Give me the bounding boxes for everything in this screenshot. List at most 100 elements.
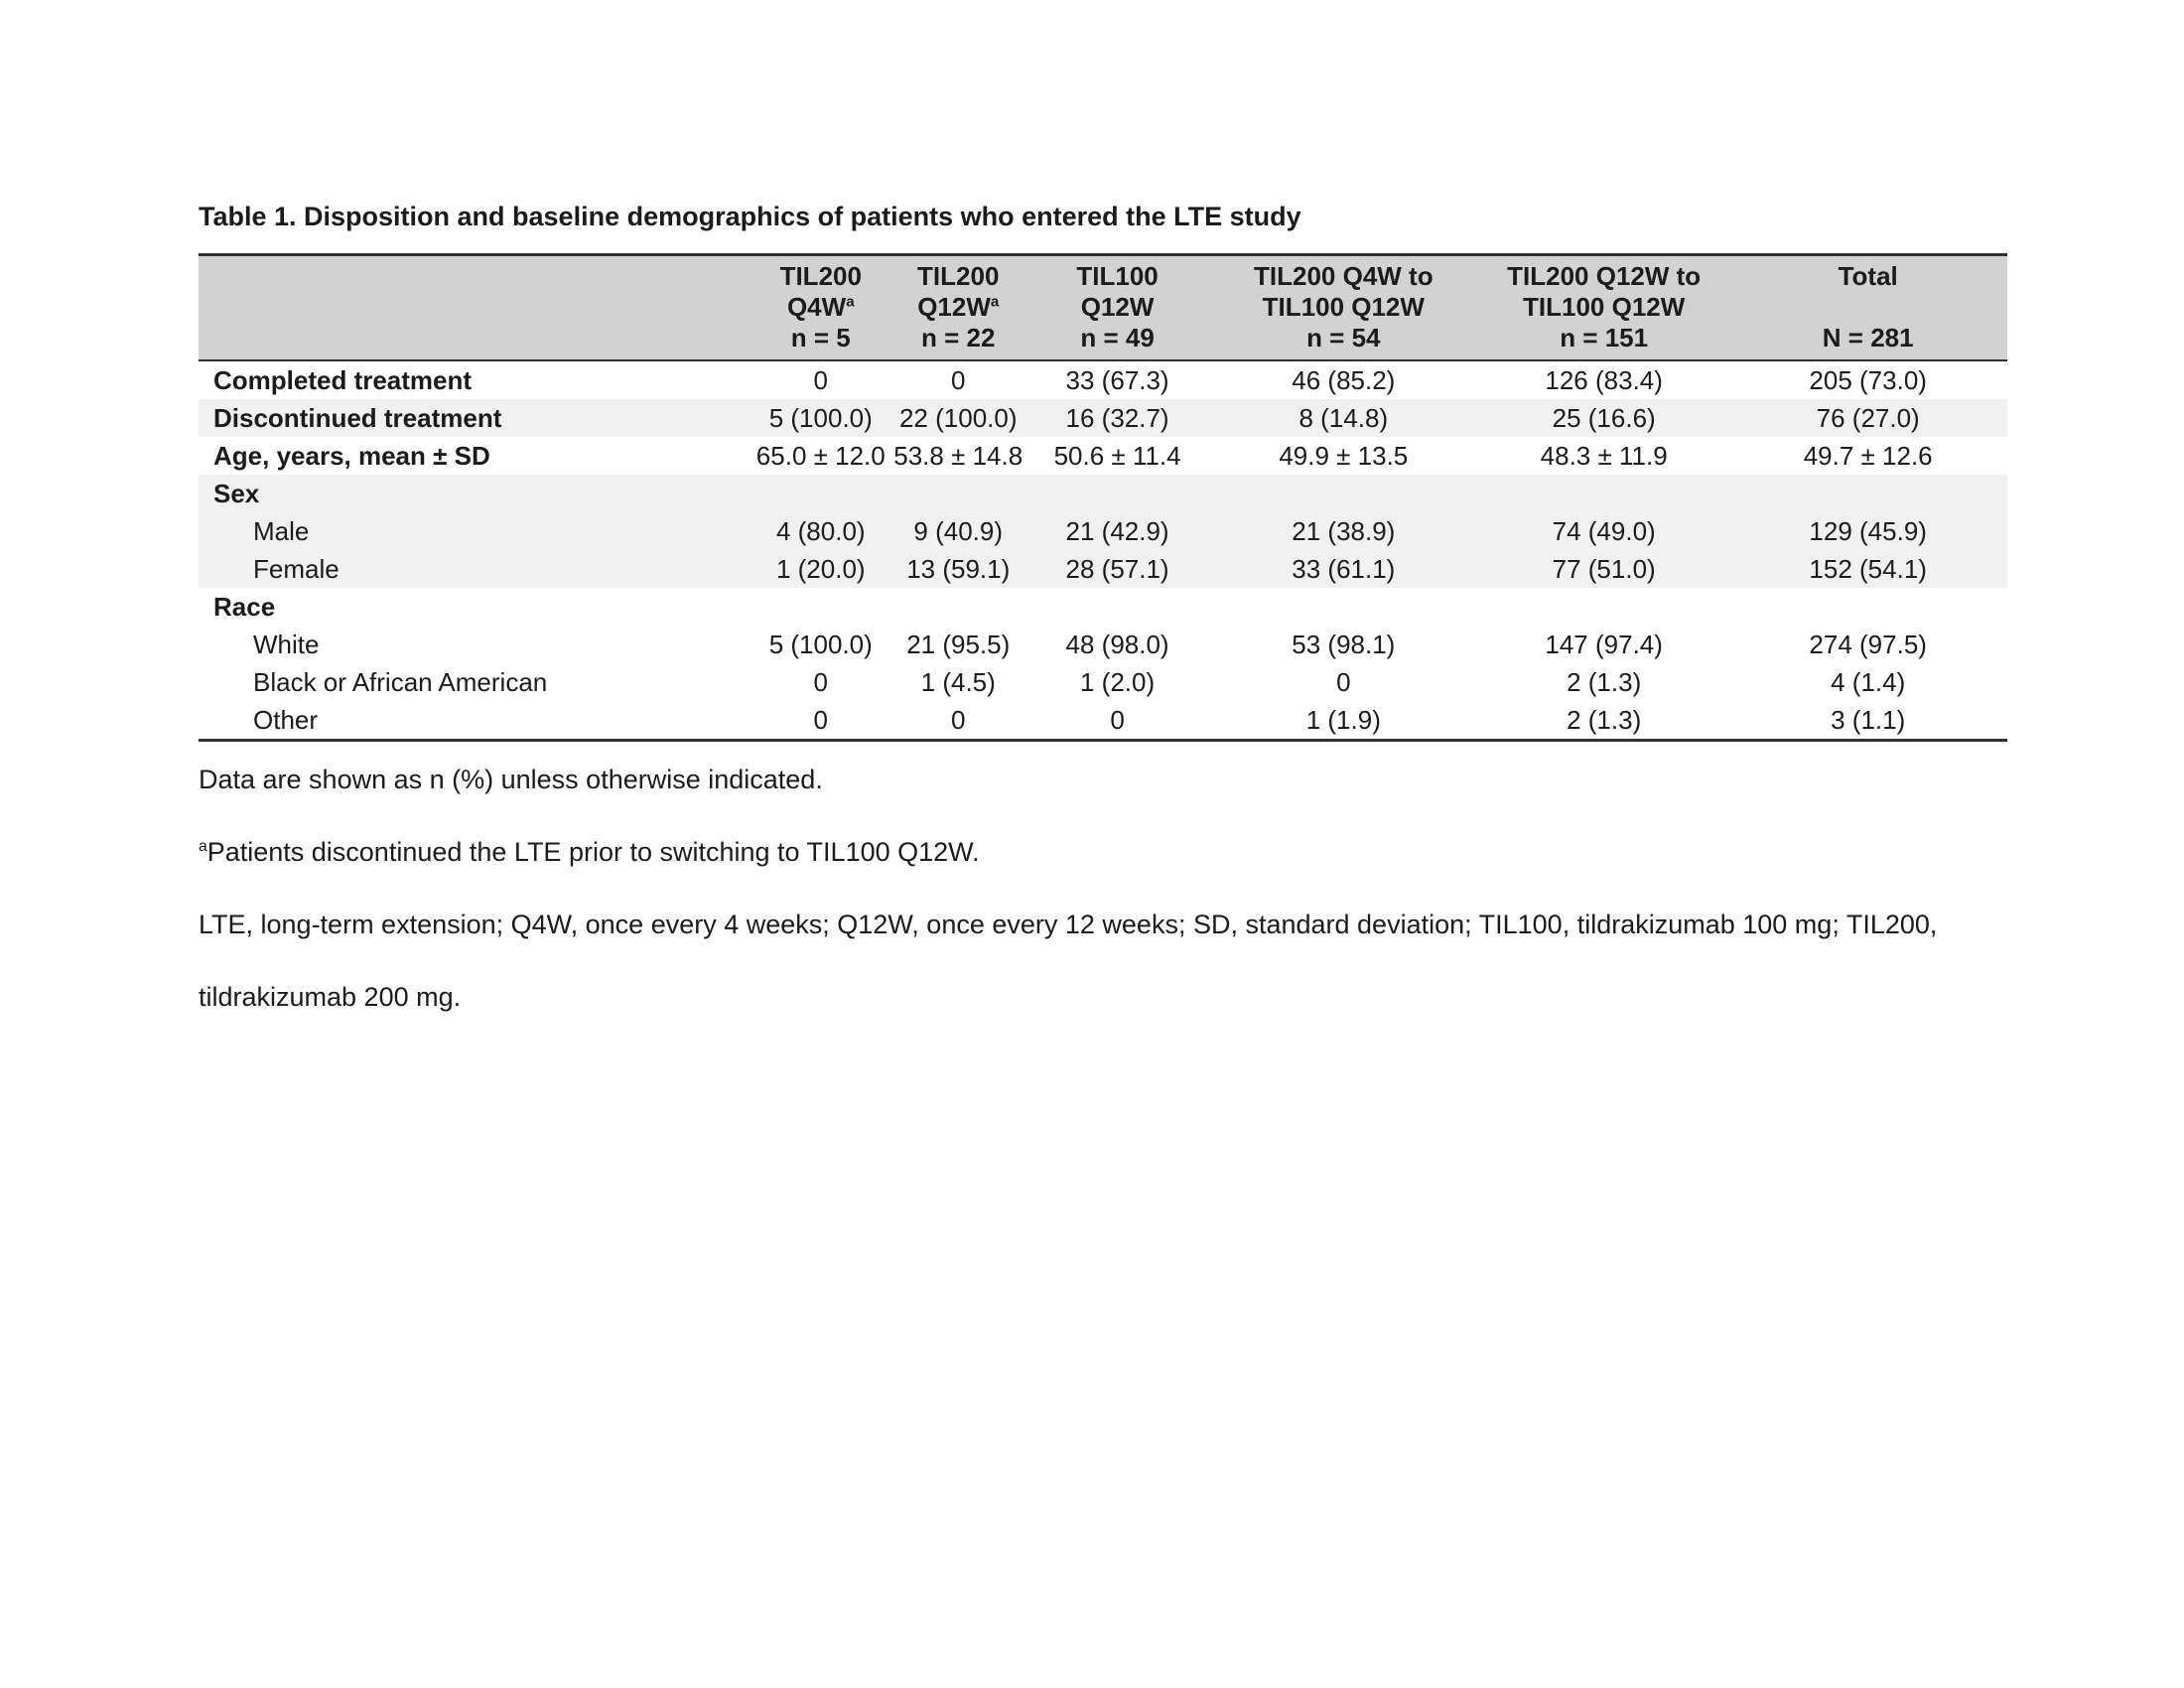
table-title: Table 1. Disposition and baseline demogr…: [199, 202, 1301, 231]
data-cell: 9 (40.9): [913, 515, 1004, 546]
data-cell: 147 (97.4): [1545, 629, 1663, 659]
data-cell: 5 (100.0): [768, 629, 873, 659]
data-cell: [1479, 475, 1728, 512]
header-row: TIL200 Q4Wa n = 5 TIL200 Q12Wa n = 22 TIL100 Q1…: [199, 254, 2007, 361]
data-cell: 21 (38.9): [1292, 515, 1396, 546]
data-cell: 49.9 ± 13.5: [1279, 440, 1409, 471]
data-cell: 3 (1.1): [1831, 704, 1906, 735]
row-label: Race: [213, 591, 276, 622]
data-cell: [1026, 588, 1207, 626]
column-header-line1: TIL200 Q12W to: [1507, 261, 1702, 291]
table-row: Black or African American 0 1 (4.5) 1 (2.0)…: [199, 663, 2007, 701]
table-row: Discontinued treatment 5 (100.0) 22 (100.0…: [199, 399, 2007, 437]
data-cell: [1728, 588, 2007, 626]
column-header-line1: TIL200: [779, 261, 862, 291]
row-label: Female: [253, 553, 340, 584]
row-label: Male: [253, 515, 310, 546]
data-cell: 25 (16.6): [1552, 402, 1656, 433]
column-header: TIL100 Q12W n = 49: [1026, 254, 1208, 361]
data-cell: [889, 588, 1026, 626]
data-cell: 4 (1.4): [1831, 666, 1906, 697]
data-cell: 0: [813, 704, 828, 735]
table-row: Female 1 (20.0) 13 (59.1) 28 (57.1) 33 (61.1…: [199, 550, 2007, 588]
row-label: Discontinued treatment: [213, 402, 502, 433]
data-cell: 53 (98.1): [1292, 629, 1396, 659]
data-cell: 76 (27.0): [1816, 402, 1920, 433]
row-label: Completed treatment: [213, 364, 473, 395]
data-cell: 129 (45.9): [1809, 515, 1927, 546]
data-cell: [752, 475, 889, 512]
data-cell: 28 (57.1): [1065, 553, 1169, 584]
table-row: Male 4 (80.0) 9 (40.9) 21 (42.9) 21 (38.9) 74…: [199, 512, 2007, 550]
data-cell: 4 (80.0): [775, 515, 866, 546]
column-header-n: n = 22: [921, 323, 996, 352]
column-header-line1: Total: [1838, 261, 1898, 291]
column-header-n: N = 281: [1822, 323, 1914, 352]
data-cell: 48.3 ± 11.9: [1540, 440, 1668, 471]
row-label: Sex: [213, 478, 260, 508]
data-cell: 1 (4.5): [920, 666, 996, 697]
data-cell: [1208, 475, 1479, 512]
data-cell: 33 (61.1): [1292, 553, 1396, 584]
table-row: Other 0 0 0 1 (1.9) 2 (1.3) 3 (1.1): [199, 701, 2007, 741]
row-label: Age, years, mean ± SD: [213, 440, 490, 471]
table-row: Completed treatment 0 0 33 (67.3) 46 (85.2) 1…: [199, 360, 2007, 399]
data-cell: 77 (51.0): [1552, 553, 1656, 584]
column-header-line1: TIL100: [1076, 261, 1159, 291]
row-label: Black or African American: [253, 666, 548, 697]
data-cell: [1208, 588, 1479, 626]
data-cell: [752, 588, 889, 626]
data-cell: 0: [813, 666, 828, 697]
data-cell: 49.7 ± 12.6: [1803, 440, 1933, 471]
data-cell: 48 (98.0): [1065, 629, 1169, 659]
column-header: TIL200 Q12W to TIL100 Q12W n = 151: [1478, 254, 1729, 361]
column-header-n: n = 5: [790, 323, 851, 352]
table-row: Race: [199, 588, 2007, 626]
table-body: Completed treatment 0 0 33 (67.3) 46 (85.2) 1…: [199, 360, 2007, 741]
data-cell: 1 (1.9): [1305, 704, 1381, 735]
table-header: TIL200 Q4Wa n = 5 TIL200 Q12Wa n = 22 TIL100 Q1…: [199, 254, 2007, 361]
column-header-line2: TIL100 Q12W: [1262, 292, 1425, 322]
data-cell: 13 (59.1): [906, 553, 1011, 584]
column-header-line2: Q12W: [1080, 292, 1155, 322]
data-cell: 274 (97.5): [1809, 629, 1927, 659]
column-header-line1: TIL200: [917, 261, 1000, 291]
column-header-line1: TIL200 Q4W to: [1254, 261, 1433, 291]
data-cell: 205 (73.0): [1809, 364, 1927, 395]
data-cell: 8 (14.8): [1298, 402, 1389, 433]
column-header-line2: TIL100 Q12W: [1523, 292, 1686, 322]
column-header-line2: Q4Wa: [786, 292, 855, 322]
superscript-marker: a: [199, 838, 207, 855]
table-row: White 5 (100.0) 21 (95.5) 48 (98.0) 53 (98.1…: [199, 626, 2007, 663]
column-header: Total N = 281: [1728, 254, 2007, 361]
data-cell: [1728, 475, 2007, 512]
footnote: Data are shown as n (%) unless otherwise…: [199, 765, 823, 794]
data-cell: 0: [813, 364, 828, 395]
demographics-table: TIL200 Q4Wa n = 5 TIL200 Q12Wa n = 22 TIL100 Q1…: [199, 253, 2007, 742]
column-header-line2: [1732, 292, 2003, 323]
data-cell: 126 (83.4): [1545, 364, 1663, 395]
data-cell: 21 (42.9): [1065, 515, 1169, 546]
data-cell: 53.8 ± 14.8: [893, 440, 1024, 471]
data-cell: [1026, 475, 1207, 512]
data-cell: 0: [1336, 666, 1351, 697]
footnote: aPatients discontinued the LTE prior to …: [199, 837, 980, 867]
row-label: White: [253, 629, 320, 659]
footnote: LTE, long-term extension; Q4W, once ever…: [199, 910, 1938, 1012]
column-header: TIL200 Q4W to TIL100 Q12W n = 54: [1207, 254, 1479, 361]
column-header: TIL200 Q12Wa n = 22: [889, 254, 1027, 361]
data-cell: [889, 475, 1026, 512]
row-label: Other: [253, 704, 319, 735]
column-header: TIL200 Q4Wa n = 5: [751, 254, 889, 361]
superscript-marker: a: [990, 293, 1000, 311]
data-cell: 0: [1110, 704, 1125, 735]
data-cell: 2 (1.3): [1567, 666, 1642, 697]
data-cell: 22 (100.0): [898, 402, 1018, 433]
data-cell: [1479, 588, 1728, 626]
data-cell: 0: [951, 704, 966, 735]
data-cell: 74 (49.0): [1552, 515, 1656, 546]
column-header-line2: Q12Wa: [917, 292, 1000, 322]
data-cell: 65.0 ± 12.0: [755, 440, 886, 471]
superscript-marker: a: [846, 293, 855, 311]
data-cell: 1 (2.0): [1079, 666, 1156, 697]
